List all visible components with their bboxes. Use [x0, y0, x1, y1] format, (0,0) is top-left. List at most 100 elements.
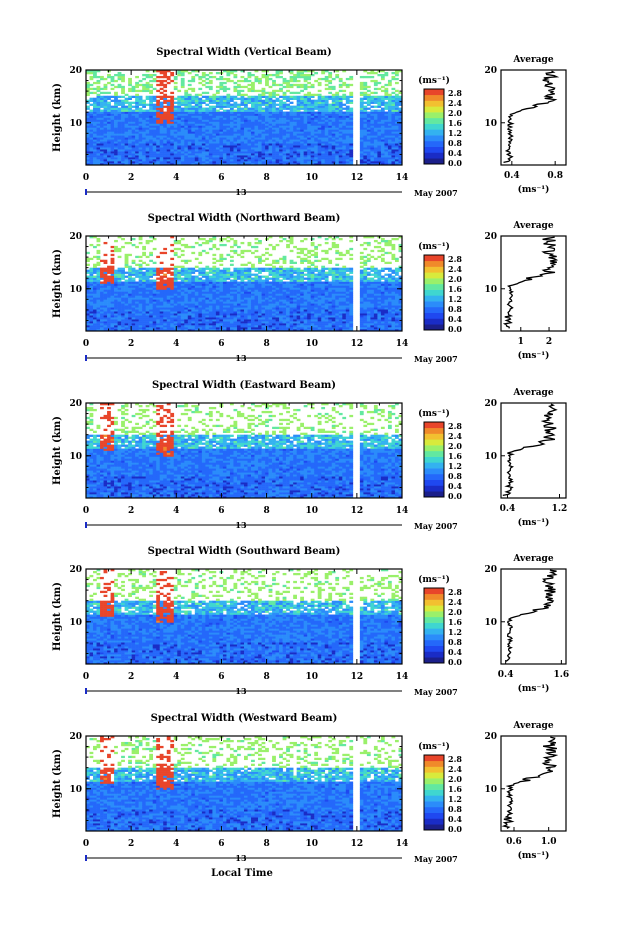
heatmap-cell: [272, 89, 276, 93]
heatmap-cell: [138, 287, 143, 290]
heatmap-cell: [187, 131, 192, 134]
heatmap-cell: [159, 135, 164, 138]
heatmap-cell: [110, 137, 115, 140]
heatmap-cell: [180, 119, 185, 122]
heatmap-cell: [349, 153, 354, 156]
heatmap-cell: [180, 249, 185, 253]
heatmap-cell: [286, 103, 290, 106]
heatmap-cell: [370, 145, 375, 148]
heatmap-cell: [128, 315, 132, 318]
heatmap-cell: [149, 281, 154, 284]
heatmap-cell: [310, 159, 315, 162]
heatmap-cell: [236, 85, 241, 89]
heatmap-cell: [107, 279, 111, 282]
heatmap-cell: [152, 97, 157, 100]
heatmap-cell: [219, 289, 224, 292]
heatmap-cell: [100, 161, 104, 164]
heatmap-cell: [208, 115, 213, 118]
heatmap-cell: [324, 147, 329, 150]
heatmap-cell: [173, 299, 178, 302]
heatmap-cell: [215, 151, 220, 154]
heatmap-cell: [279, 145, 283, 148]
heatmap-cell: [166, 127, 171, 130]
heatmap-cell: [103, 149, 108, 152]
heatmap-cell: [370, 97, 375, 100]
heatmap-cell: [229, 155, 234, 158]
heatmap-cell: [275, 99, 280, 102]
heatmap-cell: [317, 97, 322, 100]
heatmap-cell: [145, 291, 150, 294]
heatmap-cell: [398, 139, 403, 142]
heatmap-cell: [359, 141, 364, 144]
heatmap-cell: [184, 115, 189, 118]
heatmap-cell: [293, 73, 297, 77]
heatmap-cell: [254, 127, 259, 130]
heatmap-cell: [163, 285, 168, 288]
heatmap-cell: [187, 273, 192, 276]
heatmap-cell: [184, 289, 189, 292]
heatmap-cell: [310, 139, 315, 142]
heatmap-cell: [208, 323, 213, 326]
heatmap-cell: [359, 143, 364, 146]
heatmap-cell: [187, 297, 192, 300]
heatmap-cell: [377, 133, 382, 136]
heatmap-cell: [86, 107, 90, 110]
heatmap-cell: [377, 97, 382, 100]
heatmap-cell: [198, 117, 203, 120]
heatmap-cell: [121, 117, 125, 120]
heatmap-cell: [117, 131, 122, 134]
heatmap-cell: [349, 157, 354, 160]
heatmap-cell: [317, 117, 322, 120]
heatmap-cell: [300, 127, 304, 130]
heatmap-cell: [289, 119, 294, 122]
heatmap-cell: [86, 317, 90, 320]
heatmap-cell: [114, 295, 118, 298]
heatmap-cell: [201, 149, 206, 152]
heatmap-cell: [222, 97, 227, 100]
heatmap-cell: [208, 71, 213, 75]
heatmap-cell: [145, 271, 150, 274]
heatmap-cell: [177, 315, 182, 318]
heatmap-cell: [247, 117, 252, 120]
heatmap-cell: [384, 131, 389, 134]
heatmap-cell: [114, 105, 118, 108]
heatmap-cell: [219, 313, 224, 316]
heatmap-cell: [184, 303, 189, 306]
heatmap-cell: [180, 113, 185, 116]
heatmap-cell: [215, 129, 220, 132]
heatmap-cell: [114, 319, 118, 322]
heatmap-cell: [363, 137, 368, 140]
heatmap-cell: [177, 321, 182, 324]
heatmap-cell: [121, 271, 125, 274]
heatmap-cell: [107, 269, 111, 272]
heatmap-cell: [93, 291, 97, 294]
heatmap-cell: [236, 133, 241, 136]
heatmap-cell: [359, 125, 364, 128]
heatmap-cell: [173, 143, 178, 146]
heatmap-cell: [279, 121, 283, 124]
heatmap-cell: [310, 95, 315, 99]
heatmap-cell: [177, 70, 182, 73]
heatmap-cell: [156, 155, 161, 158]
heatmap-cell: [114, 279, 118, 282]
heatmap-cell: [124, 163, 129, 166]
heatmap-cell: [180, 107, 185, 110]
heatmap-cell: [201, 241, 206, 245]
heatmap-cell: [363, 119, 368, 122]
heatmap-cell: [286, 123, 290, 126]
heatmap-cell: [391, 157, 396, 160]
heatmap-cell: [114, 101, 118, 104]
heatmap-cell: [208, 313, 213, 316]
heatmap-cell: [180, 289, 185, 292]
heatmap-cell: [145, 70, 150, 73]
heatmap-cell: [187, 119, 192, 122]
heatmap-cell: [307, 155, 312, 158]
heatmap-cell: [135, 303, 139, 306]
heatmap-cell: [342, 149, 347, 152]
heatmap-cell: [166, 309, 171, 312]
heatmap-cell: [156, 301, 161, 304]
heatmap-cell: [177, 163, 182, 166]
heatmap-cell: [156, 315, 161, 318]
heatmap-cell: [208, 97, 213, 100]
heatmap-cell: [293, 145, 297, 148]
